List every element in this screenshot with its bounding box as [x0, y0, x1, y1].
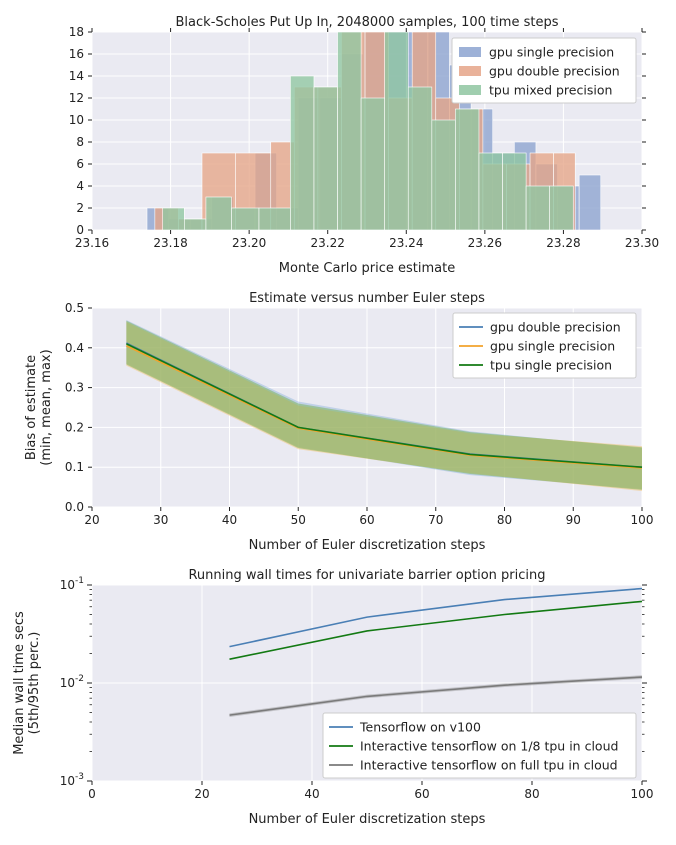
y-axis-label-line: (min, mean, max) [39, 349, 54, 465]
legend-label: tpu mixed precision [489, 83, 612, 98]
histogram-bar [184, 218, 207, 230]
y-tick-label: 4 [76, 179, 84, 193]
legend-swatch [459, 66, 481, 76]
x-tick-label: 23.24 [389, 236, 423, 250]
histogram-bar [431, 119, 456, 230]
series-line [229, 587, 643, 648]
error-band [126, 319, 642, 490]
x-tick-label: 40 [304, 787, 319, 801]
legend-label: gpu double precision [490, 320, 621, 335]
x-tick-label: 60 [414, 787, 429, 801]
legend-label: gpu single precision [490, 339, 615, 354]
series-line [229, 600, 643, 660]
x-tick-label: 40 [222, 513, 237, 527]
y-axis-label-line: Bias of estimate [24, 355, 39, 460]
x-axis-label: Monte Carlo price estimate [279, 261, 455, 276]
y-axis-label-line: Median wall time secs [12, 611, 27, 755]
y-axis-label: Bias of estimate(min, mean, max) [24, 349, 54, 465]
histogram-bar [162, 207, 185, 230]
x-tick-label: 23.26 [468, 236, 502, 250]
histogram-bars [146, 32, 602, 230]
legend-bias-box [452, 312, 637, 379]
x-tick-label: 50 [291, 513, 306, 527]
histogram-bar [455, 108, 480, 230]
histogram-chart: Black-Scholes Put Up In, 2048000 samples… [69, 15, 659, 276]
legend-walltime-box [322, 712, 637, 779]
x-tick-label: 20 [194, 787, 209, 801]
y-tick-label: 0 [76, 223, 84, 237]
chart-title: Estimate versus number Euler steps [249, 291, 485, 306]
x-tick-label: 23.16 [75, 236, 109, 250]
x-tick-label: 20 [84, 513, 99, 527]
x-tick-label: 23.30 [625, 236, 659, 250]
legend-histogram-box [451, 37, 637, 104]
legend-swatch [459, 47, 481, 57]
x-tick-label: 30 [153, 513, 168, 527]
x-tick-label: 60 [359, 513, 374, 527]
x-tick-label: 100 [631, 513, 654, 527]
x-tick-label: 23.20 [232, 236, 266, 250]
histogram-bar [290, 75, 315, 230]
walltime-chart: Running wall times for univariate barrie… [12, 568, 653, 827]
y-tick-label: 10-2 [60, 674, 84, 690]
histogram-bar [578, 174, 602, 230]
histogram-bar [231, 207, 260, 230]
histogram-bar [313, 86, 338, 230]
x-tick-label: 23.28 [546, 236, 580, 250]
y-tick-label: 14 [69, 69, 84, 83]
x-tick-label: 23.18 [153, 236, 187, 250]
bias-chart: Estimate versus number Euler steps Number… [24, 291, 653, 553]
legend-label: gpu single precision [489, 45, 614, 60]
y-tick-label: 18 [69, 25, 84, 39]
x-tick-label: 80 [497, 513, 512, 527]
chart-title: Running wall times for univariate barrie… [188, 568, 545, 583]
y-tick-label: 10-1 [60, 576, 84, 592]
y-tick-label: 10 [69, 113, 84, 127]
y-tick-label: 0.3 [65, 381, 84, 395]
y-tick-label: 10-3 [60, 772, 84, 788]
legend-label: Tensorflow on v100 [359, 720, 481, 735]
histogram-bar [407, 86, 433, 230]
x-tick-label: 80 [524, 787, 539, 801]
x-tick-label: 23.22 [311, 236, 345, 250]
legend-label: gpu double precision [489, 64, 620, 79]
x-axis-label: Number of Euler discretization steps [249, 538, 486, 553]
y-tick-label: 0.0 [65, 500, 84, 514]
chart-title: Black-Scholes Put Up In, 2048000 samples… [176, 15, 559, 30]
legend-label: Interactive tensorflow on 1/8 tpu in clo… [360, 739, 618, 754]
error-band [126, 321, 642, 492]
histogram-bar [549, 185, 574, 230]
y-axis-label: Median wall time secs(5th/95th perc.) [12, 611, 42, 755]
y-tick-label: 12 [69, 91, 84, 105]
histogram-bar [205, 196, 232, 230]
error-band [126, 320, 642, 490]
x-axis-label: Number of Euler discretization steps [249, 812, 486, 827]
legend-label: tpu single precision [490, 358, 612, 373]
histogram-bar [502, 152, 527, 230]
histogram-bar [258, 207, 291, 230]
y-tick-label: 0.2 [65, 420, 84, 434]
y-axis-label-line: (5th/95th perc.) [27, 632, 42, 735]
histogram-bar [337, 32, 362, 230]
x-tick-label: 0 [88, 787, 96, 801]
y-tick-label: 2 [76, 201, 84, 215]
x-tick-label: 90 [566, 513, 581, 527]
y-tick-label: 16 [69, 47, 84, 61]
series-line [229, 676, 643, 716]
histogram-bar [525, 185, 550, 230]
histogram-bar [478, 152, 503, 230]
y-tick-label: 0.1 [65, 460, 84, 474]
legend-swatch [459, 85, 481, 95]
legend-label: Interactive tensorflow on full tpu in cl… [360, 758, 618, 773]
y-tick-label: 0.4 [65, 341, 84, 355]
histogram-bar [384, 32, 409, 230]
histogram-bar [360, 97, 385, 230]
y-tick-label: 8 [76, 135, 84, 149]
y-tick-label: 6 [76, 157, 84, 171]
x-tick-label: 70 [428, 513, 443, 527]
y-tick-label: 0.5 [65, 301, 84, 315]
x-tick-label: 100 [631, 787, 654, 801]
series-line [126, 343, 643, 468]
